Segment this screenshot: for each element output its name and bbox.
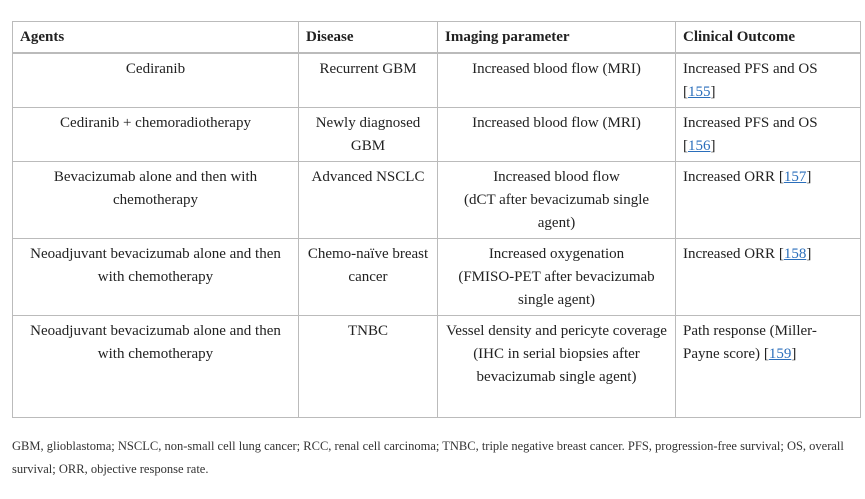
table-footnote: GBM, glioblastoma; NSCLC, non-small cell…	[12, 439, 844, 476]
cell-agents: Cediranib + chemoradiotherapy	[12, 107, 299, 162]
imaging-detail: (IHC in serial biopsies after bevacizuma…	[473, 346, 640, 385]
table-row: Neoadjuvant bevacizumab alone and then w…	[12, 315, 861, 418]
imaging-main: Increased blood flow (MRI)	[472, 115, 641, 131]
outcome-text: Increased ORR	[683, 246, 776, 262]
outcome-text: Path response (Miller-Payne score)	[683, 323, 817, 362]
cell-agents: Neoadjuvant bevacizumab alone and then w…	[12, 238, 299, 316]
imaging-main: Increased oxygenation	[488, 246, 625, 262]
table-row: Bevacizumab alone and then with chemothe…	[12, 161, 861, 239]
table-row: Cediranib + chemoradiotherapy Newly diag…	[12, 107, 861, 162]
imaging-main: Increased blood flow (MRI)	[472, 61, 641, 77]
reference-link[interactable]: 155	[688, 84, 711, 100]
reference-link[interactable]: 158	[783, 246, 807, 262]
reference-link[interactable]: 157	[783, 169, 807, 185]
imaging-main: Increased blood flow	[493, 169, 620, 185]
header-agents: Agents	[12, 21, 299, 54]
cell-disease: Newly diagnosed GBM	[298, 107, 438, 162]
header-outcome: Clinical Outcome	[675, 21, 861, 54]
cell-agents: Cediranib	[12, 52, 299, 108]
cell-disease: Chemo-naïve breast cancer	[298, 238, 438, 316]
cell-outcome: Path response (Miller-Payne score) [159]	[675, 315, 861, 418]
cell-imaging: Increased blood flow (dCT after bevacizum…	[437, 161, 676, 239]
header-imaging: Imaging parameter	[437, 21, 676, 54]
cell-disease: Recurrent GBM	[298, 52, 438, 108]
outcome-text: Increased PFS and OS	[683, 61, 818, 77]
cell-agents: Neoadjuvant bevacizumab alone and then w…	[12, 315, 299, 418]
table-row: Cediranib Recurrent GBM Increased blood …	[12, 52, 861, 108]
imaging-main: Vessel density and pericyte coverage	[446, 323, 667, 339]
outcome-text: Increased PFS and OS	[683, 115, 818, 131]
reference-link[interactable]: 159	[768, 346, 792, 362]
cell-outcome: Increased ORR [157]	[675, 161, 861, 239]
cell-outcome: Increased PFS and OS [155]	[675, 52, 861, 108]
cell-outcome: Increased PFS and OS [156]	[675, 107, 861, 162]
header-disease: Disease	[298, 21, 438, 54]
cell-imaging: Increased oxygenation (FMISO-PET after be…	[437, 238, 676, 316]
results-table: Agents Disease Imaging parameter Clinica…	[12, 21, 861, 418]
cell-disease: Advanced NSCLC	[298, 161, 438, 239]
header-row: Agents Disease Imaging parameter Clinica…	[12, 21, 861, 54]
reference-link[interactable]: 156	[688, 138, 711, 154]
imaging-detail: (FMISO-PET after bevacizumab single agen…	[458, 269, 655, 308]
cell-outcome: Increased ORR [158]	[675, 238, 861, 316]
cell-disease: TNBC	[298, 315, 438, 418]
outcome-text: Increased ORR	[683, 169, 776, 185]
table-row: Neoadjuvant bevacizumab alone and then w…	[12, 238, 861, 316]
cell-imaging: Increased blood flow (MRI)	[437, 107, 676, 162]
cell-imaging: Vessel density and pericyte coverage (IHC…	[437, 315, 676, 418]
imaging-detail: (dCT after bevacizumab single agent)	[463, 192, 650, 231]
cell-agents: Bevacizumab alone and then with chemothe…	[12, 161, 299, 239]
cell-imaging: Increased blood flow (MRI)	[437, 52, 676, 108]
